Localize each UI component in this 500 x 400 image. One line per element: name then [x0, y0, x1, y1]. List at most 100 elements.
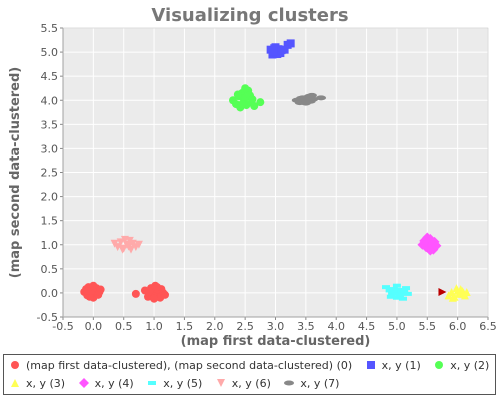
legend-marker-shape-7 [284, 380, 295, 386]
legend-item-2: x, y (2) [434, 358, 489, 374]
legend-marker-0 [11, 361, 19, 369]
legend-swatch-0 [10, 359, 20, 369]
legend-marker-shape-4 [78, 378, 89, 388]
legend-swatch-3 [10, 377, 20, 387]
x-tick-label: 5.0 [388, 320, 406, 333]
legend-marker-shape-6 [216, 379, 225, 387]
legend-item-5: x, y (5) [147, 376, 202, 392]
legend-marker-6 [216, 379, 225, 387]
x-tick-label: 6.5 [479, 320, 497, 333]
legend-marker-3 [11, 379, 19, 387]
data-point-s2-16 [238, 100, 247, 109]
legend-item-1: x, y (1) [366, 358, 421, 374]
data-point-s4-9 [431, 240, 442, 251]
legend-label-3: x, y (3) [26, 377, 66, 390]
y-tick-label: 4.5 [41, 70, 59, 83]
legend-row-2: x, y (3) x, y (4) x, y (5) x, y (6) x, y… [10, 376, 349, 392]
data-point-s0-15 [131, 289, 140, 298]
data-point-s5-0 [382, 285, 390, 290]
y-tick-label: 2.0 [41, 191, 59, 204]
legend-item-7: x, y (7) [284, 376, 339, 392]
data-point-s3-11 [462, 287, 471, 296]
data-point-s8-0 [438, 287, 447, 296]
legend-marker-shape-5 [148, 381, 157, 385]
data-point-s1-11 [286, 39, 295, 48]
data-point-s5-1 [385, 288, 394, 293]
x-tick-label: -0.5 [52, 320, 73, 333]
legend-marker-5 [148, 381, 157, 385]
y-tick-label: 1.0 [41, 239, 59, 252]
legend-label-5: x, y (5) [163, 377, 203, 390]
y-tick-label: 5.5 [41, 22, 59, 35]
data-point-s2-15 [256, 98, 265, 107]
x-tick-label: 5.5 [419, 320, 437, 333]
data-point-s0-14 [83, 286, 92, 295]
data-point-s4-11 [425, 245, 436, 256]
data-point-s3-8 [452, 284, 461, 293]
data-point-s2-13 [233, 90, 242, 99]
data-point-s5-12 [403, 291, 412, 296]
y-tick-label: 2.5 [41, 167, 59, 180]
chart-title: Visualizing clusters [151, 5, 348, 26]
data-point-s7-6 [306, 92, 317, 98]
data-point-s5-5 [392, 295, 401, 300]
data-point-s5-9 [399, 296, 407, 301]
y-tick-label: 5.0 [41, 46, 59, 59]
data-point-s3-10 [448, 293, 457, 302]
y-tick-label: 4.0 [41, 94, 59, 107]
data-point-s7-8 [300, 100, 311, 106]
data-point-s1-12 [280, 45, 289, 54]
x-tick-label: 3.5 [297, 320, 315, 333]
legend-swatch-6 [216, 377, 226, 387]
legend-item-4: x, y (4) [78, 376, 134, 392]
legend-swatch-4 [78, 377, 89, 388]
data-point-s0-12 [96, 285, 105, 294]
legend-swatch-1 [366, 359, 376, 369]
legend-label-2: x, y (2) [450, 359, 490, 372]
legend-label-7: x, y (7) [300, 377, 340, 390]
legend-marker-shape-0 [11, 361, 19, 369]
y-tick-label: 0.0 [41, 287, 59, 300]
data-point-s2-11 [248, 95, 257, 104]
data-point-s5-7 [395, 293, 404, 298]
data-point-s5-3 [389, 287, 398, 292]
legend-marker-4 [78, 378, 89, 388]
x-tick-label: 2.5 [236, 320, 254, 333]
legend-label-6: x, y (6) [231, 377, 271, 390]
legend-marker-shape-2 [435, 361, 444, 369]
legend-marker-2 [435, 361, 444, 369]
x-tick-label: 3.0 [267, 320, 285, 333]
x-tick-label: 0.0 [85, 320, 103, 333]
data-point-s1-9 [269, 47, 278, 56]
y-tick-label: 3.0 [41, 142, 59, 155]
x-tick-label: 1.5 [176, 320, 194, 333]
x-tick-label: 2.0 [206, 320, 224, 333]
data-point-s0-29 [153, 283, 162, 292]
data-point-s0-28 [150, 294, 159, 303]
data-point-s6-11 [118, 245, 127, 254]
y-tick-label: 0.5 [41, 263, 59, 276]
data-point-s5-11 [402, 286, 411, 291]
y-axis-label: (map second data-clustered) [8, 67, 23, 279]
data-point-s0-27 [145, 287, 154, 296]
legend-row-1: (map first data-clustered), (map second … [10, 358, 499, 374]
data-point-s3-1 [447, 287, 456, 296]
data-point-s6-12 [127, 245, 135, 254]
legend-item-3: x, y (3) [10, 376, 65, 392]
plot-border [62, 27, 489, 318]
legend-marker-1 [366, 361, 375, 369]
data-point-s7-10 [316, 95, 327, 101]
legend-swatch-5 [147, 377, 157, 387]
legend-marker-shape-3 [11, 379, 19, 387]
data-point-s7-7 [308, 96, 319, 102]
legend-marker-shape-1 [366, 361, 375, 369]
x-tick-label: 4.5 [358, 320, 376, 333]
legend-swatch-2 [434, 359, 444, 369]
x-tick-label: 6.0 [449, 320, 467, 333]
legend-item-6: x, y (6) [216, 376, 271, 392]
x-tick-label: 4.0 [327, 320, 345, 333]
data-point-s5-14 [386, 294, 395, 299]
data-point-s6-10 [134, 240, 143, 249]
